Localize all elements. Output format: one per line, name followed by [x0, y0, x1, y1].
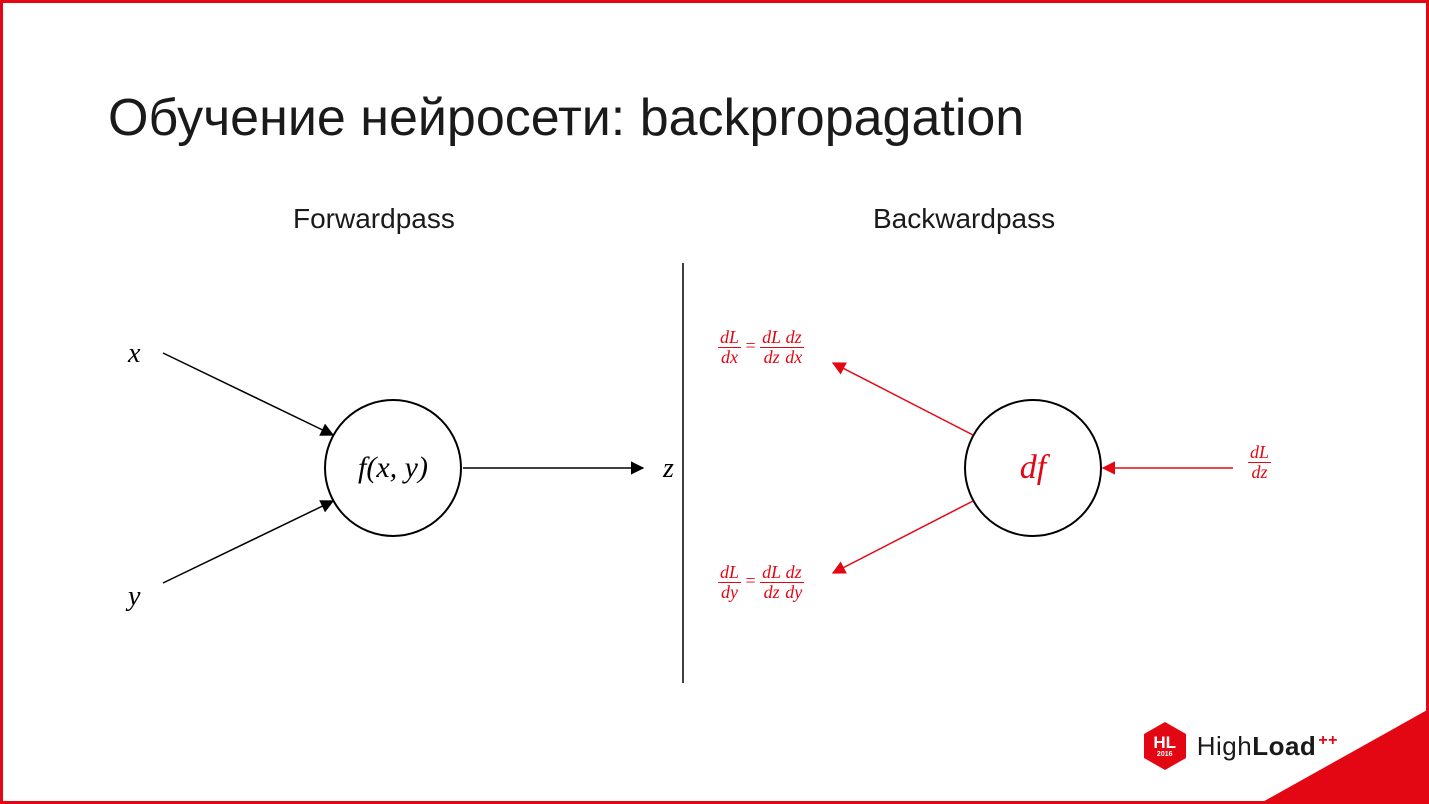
- logo-word-load: Load: [1252, 731, 1316, 761]
- label-x: x: [128, 338, 140, 370]
- logo-word-high: High: [1197, 731, 1252, 761]
- label-z: z: [663, 453, 674, 485]
- label-dldz: dLdz: [1248, 443, 1271, 482]
- arrow-df-to-dldy: [833, 501, 973, 573]
- logo-badge-year: 2016: [1153, 751, 1176, 758]
- logo-wordmark: HighLoad++: [1197, 731, 1336, 762]
- logo-badge: HL 2016: [1143, 721, 1187, 771]
- label-y: y: [128, 581, 140, 613]
- slide: Обучение нейросети: backpropagation Forw…: [0, 0, 1429, 804]
- label-dldx-eq: dLdx = dLdzdzdx: [718, 328, 804, 367]
- label-fxy: f(x, y): [348, 451, 438, 485]
- logo-suffix: ++: [1318, 732, 1338, 749]
- logo: HL 2016 HighLoad++: [1143, 721, 1336, 771]
- arrow-df-to-dldx: [833, 363, 973, 435]
- logo-badge-text: HL: [1153, 734, 1176, 751]
- label-df: df: [1003, 449, 1063, 487]
- label-dldy-eq: dLdy = dLdzdzdy: [718, 563, 804, 602]
- slide-title: Обучение нейросети: backpropagation: [108, 88, 1024, 148]
- arrow-y-to-f: [163, 501, 333, 583]
- arrow-x-to-f: [163, 353, 333, 435]
- forward-pass-label: Forwardpass: [293, 203, 455, 235]
- backward-pass-label: Backwardpass: [873, 203, 1055, 235]
